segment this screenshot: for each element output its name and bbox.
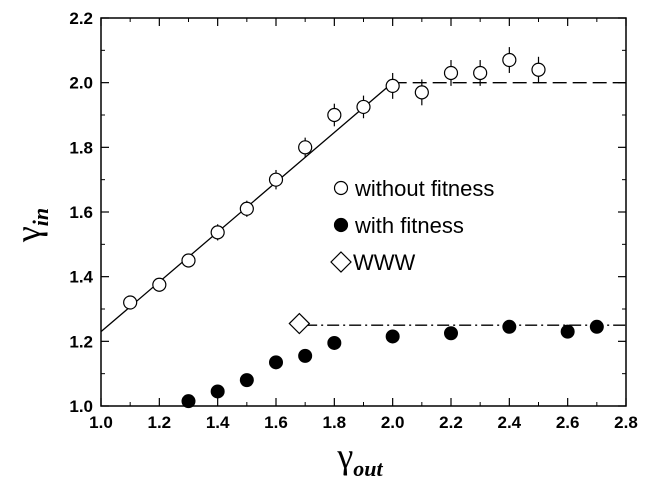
point-without-fitness [152,277,167,292]
y-tick-label: 1.8 [69,138,93,157]
point-without-fitness [298,140,313,155]
data-points [123,52,604,409]
point-without-fitness [356,99,371,115]
point-with-fitness [560,324,575,339]
x-tick-label: 1.0 [89,413,113,432]
point-without-fitness [239,201,254,216]
point-without-fitness [473,65,488,81]
y-tick-label: 1.2 [69,332,93,351]
x-tick-label: 2.0 [381,413,405,432]
legend-label-www: WWW [353,250,416,275]
point-without-fitness [181,253,196,268]
plot-frame [100,17,627,407]
legend-item-with-fitness: with fitness [333,213,464,238]
legend-filled-circle-icon [333,217,349,233]
point-without-fitness [414,85,429,100]
y-tick-label: 1.6 [69,203,93,222]
x-tick-label: 2.8 [614,413,638,432]
y-axis-title: γin [8,208,53,243]
legend: without fitness with fitness WWW [330,176,494,275]
point-with-fitness [239,373,254,388]
x-tick-label: 1.2 [148,413,172,432]
legend-item-www: WWW [330,250,416,275]
point-with-fitness [385,329,400,344]
x-tick-label: 2.4 [498,413,522,432]
point-with-fitness [502,319,517,334]
axis-ticks [100,17,627,407]
point-without-fitness [502,52,517,68]
point-with-fitness [210,384,225,399]
point-without-fitness [327,107,342,123]
point-without-fitness [123,295,138,310]
point-without-fitness [385,78,400,94]
y-tick-label: 1.4 [69,268,93,287]
reference-lines [100,82,626,333]
point-without-fitness [531,62,546,77]
point-with-fitness [327,335,342,350]
point-with-fitness [181,394,196,409]
x-tick-label: 2.2 [439,413,463,432]
legend-open-circle-icon [333,180,349,196]
point-www [288,312,311,335]
x-tick-label: 1.6 [264,413,288,432]
y-tick-label: 1.0 [69,397,93,416]
legend-diamond-icon [330,251,352,273]
point-without-fitness [268,172,284,187]
x-tick-label: 2.6 [556,413,580,432]
point-with-fitness [269,355,283,370]
x-tick-label: 1.4 [206,413,230,432]
point-with-fitness [298,348,313,363]
y-tick-label: 2.0 [69,74,93,93]
x-axis-title: γout [336,436,383,479]
point-without-fitness [443,65,459,81]
legend-item-without-fitness: without fitness [333,176,494,201]
x-tick-label: 1.8 [323,413,347,432]
y-tick-label: 2.2 [69,9,93,28]
tick-labels: 1.0 1.2 1.4 1.6 1.8 2.0 2.2 2.4 2.6 2.8 1.0 1.2 1.4 1… [69,9,637,432]
point-with-fitness [589,319,604,334]
legend-label-with-fitness: with fitness [354,213,464,238]
legend-label-without-fitness: without fitness [354,176,494,201]
point-without-fitness [210,225,225,240]
point-with-fitness [444,326,458,341]
